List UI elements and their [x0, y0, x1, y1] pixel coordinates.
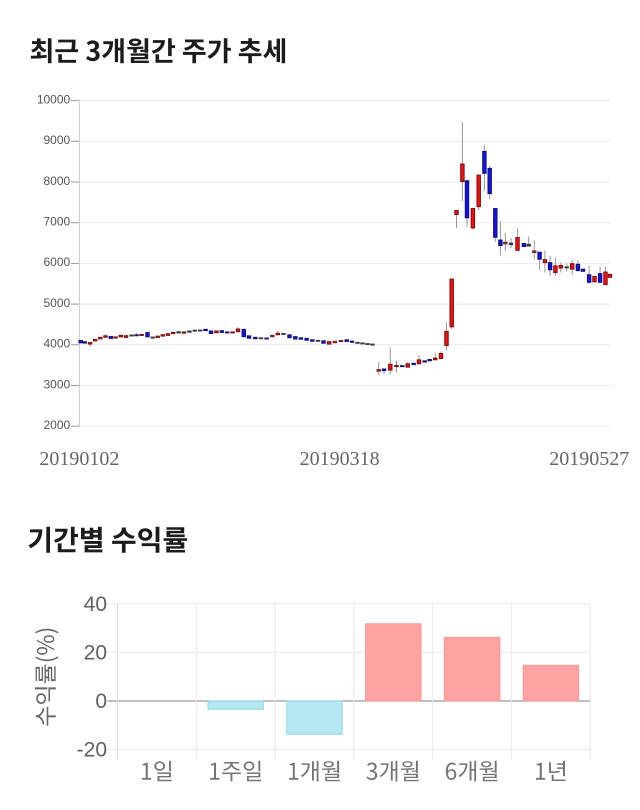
- svg-text:4000: 4000: [43, 337, 70, 351]
- svg-text:20190102: 20190102: [39, 448, 119, 470]
- svg-text:20190318: 20190318: [300, 448, 380, 470]
- svg-text:7000: 7000: [43, 215, 70, 229]
- svg-text:9000: 9000: [43, 133, 70, 147]
- svg-text:8000: 8000: [43, 174, 70, 188]
- svg-text:6000: 6000: [43, 255, 70, 269]
- svg-text:20: 20: [84, 641, 107, 664]
- svg-text:20190527: 20190527: [549, 448, 629, 470]
- svg-text:0: 0: [95, 690, 107, 713]
- svg-text:5000: 5000: [43, 296, 70, 310]
- svg-text:10000: 10000: [37, 92, 71, 106]
- svg-text:-20: -20: [77, 739, 107, 762]
- svg-text:40: 40: [84, 593, 107, 616]
- svg-text:3000: 3000: [43, 377, 70, 391]
- svg-text:2000: 2000: [43, 418, 70, 432]
